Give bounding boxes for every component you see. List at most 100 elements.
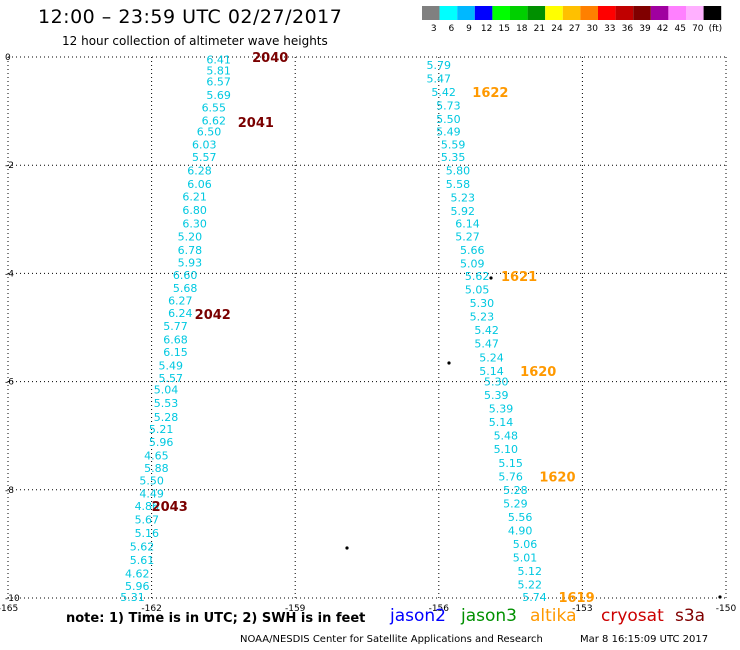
swh-value: 6.03 <box>192 139 217 152</box>
legend-label: 18 <box>516 24 528 34</box>
swh-value: 6.41 <box>206 54 231 67</box>
satellite-cryosat-label: cryosat <box>601 606 664 626</box>
swh-value: 6.80 <box>182 204 207 217</box>
pass-time-label: 1619 <box>558 591 594 606</box>
swh-value: 5.28 <box>503 484 528 497</box>
swh-value: 5.48 <box>494 430 519 443</box>
swh-value: 5.09 <box>460 258 485 271</box>
legend-swatch <box>492 6 510 20</box>
swh-value: 5.77 <box>163 320 188 333</box>
swh-value: 6.21 <box>182 191 207 204</box>
legend-swatch <box>545 6 563 20</box>
swh-value: 5.39 <box>489 403 514 416</box>
swh-value: 5.59 <box>441 139 466 152</box>
y-tick-label: -6 <box>5 378 14 388</box>
swh-value: 5.42 <box>431 86 456 99</box>
swh-value: 5.24 <box>479 351 504 364</box>
legend-swatch <box>580 6 598 20</box>
y-tick-label: -10 <box>5 594 20 604</box>
swh-value: 6.14 <box>455 218 480 231</box>
swh-value: 5.96 <box>149 436 174 449</box>
swh-value: 5.27 <box>455 231 480 244</box>
swh-value: 6.78 <box>178 244 203 257</box>
y-tick-label: -2 <box>5 161 14 171</box>
swh-value: 5.57 <box>158 372 183 385</box>
swh-value: 5.50 <box>436 113 461 126</box>
swh-value: 5.05 <box>465 284 490 297</box>
satellite-jason3-label: jason3 <box>461 606 517 626</box>
legend-label: 27 <box>569 24 580 34</box>
legend-label: 33 <box>604 24 615 34</box>
pass-time-label: 2042 <box>195 308 231 323</box>
x-tick-label: -165 <box>0 604 18 614</box>
page-title: 12:00 – 23:59 UTC 02/27/2017 <box>38 6 343 28</box>
swh-value: 5.49 <box>158 359 183 372</box>
swh-value: 4.65 <box>144 450 169 463</box>
page-subtitle: 12 hour collection of altimeter wave hei… <box>62 34 328 48</box>
island-marker <box>447 361 451 365</box>
swh-value: 6.62 <box>202 114 227 127</box>
legend-swatch <box>615 6 634 20</box>
swh-value: 5.20 <box>178 231 203 244</box>
swh-value: 5.93 <box>178 257 203 270</box>
swh-value: 5.15 <box>498 457 523 470</box>
legend-swatch <box>510 6 528 20</box>
legend-swatch <box>422 6 440 20</box>
swh-value: 5.73 <box>436 100 461 113</box>
legend-label: 30 <box>586 24 598 34</box>
swh-value: 4.86 <box>135 500 160 513</box>
swh-value: 6.15 <box>163 346 188 359</box>
swh-value: 5.39 <box>484 389 509 402</box>
swh-value: 5.49 <box>436 126 461 139</box>
swh-value: 6.27 <box>168 294 193 307</box>
x-tick-label: -156 <box>429 604 450 614</box>
legend-label: 36 <box>622 24 634 34</box>
swh-value: 6.60 <box>173 269 198 282</box>
swh-value: 5.47 <box>427 73 452 86</box>
swh-value: 5.01 <box>513 551 538 564</box>
swh-value: 5.16 <box>135 527 160 540</box>
swh-value: 6.24 <box>168 307 193 320</box>
swh-value: 6.06 <box>187 178 212 191</box>
swh-value: 5.42 <box>474 324 499 337</box>
legend-swatch <box>703 6 722 20</box>
swh-value: 5.23 <box>470 311 495 324</box>
swh-value: 5.96 <box>125 580 150 593</box>
swh-value: 5.10 <box>494 443 519 456</box>
swh-value: 5.61 <box>130 554 155 567</box>
legend-swatch <box>686 6 704 20</box>
swh-value: 5.53 <box>154 397 179 410</box>
swh-value: 5.88 <box>144 462 169 475</box>
legend-label: 21 <box>534 24 545 34</box>
legend-label: 6 <box>449 24 455 34</box>
swh-value: 4.90 <box>508 524 533 537</box>
swh-value: 5.62 <box>130 541 155 554</box>
legend-swatch <box>633 6 651 20</box>
swh-value: 6.55 <box>202 101 227 114</box>
swh-value: 5.80 <box>446 165 471 178</box>
satellite-s3a-label: s3a <box>675 606 706 626</box>
pass-time-label: 1621 <box>501 270 537 285</box>
pass-time-label: 2040 <box>252 51 288 66</box>
legend-label: 12 <box>481 24 492 34</box>
legend-label: 9 <box>466 24 472 34</box>
swh-value: 5.29 <box>503 497 528 510</box>
swh-color-legend: 3 6 9 12 15 18 21 24 27 30 33 36 39 42 45 70 (ft) <box>422 6 722 34</box>
pass-time-label: 1620 <box>520 365 556 380</box>
swh-value: 5.30 <box>470 297 495 310</box>
legend-swatch <box>562 6 581 20</box>
swh-value: 5.50 <box>139 475 164 488</box>
swh-value: 5.79 <box>427 59 452 72</box>
island-marker <box>345 546 349 550</box>
swh-value: 6.57 <box>206 75 231 88</box>
swh-value: 5.57 <box>192 151 217 164</box>
swh-value: 4.49 <box>139 488 164 501</box>
legend-swatch <box>439 6 458 20</box>
swh-value: 5.30 <box>484 376 509 389</box>
x-tick-label: -150 <box>716 604 737 614</box>
swh-value: 5.21 <box>149 423 174 436</box>
credit-line: NOAA/NESDIS Center for Satellite Applica… <box>240 634 543 645</box>
y-tick-label: -4 <box>5 269 14 279</box>
swh-value: 5.23 <box>450 192 475 205</box>
swh-value: 5.76 <box>498 470 523 483</box>
